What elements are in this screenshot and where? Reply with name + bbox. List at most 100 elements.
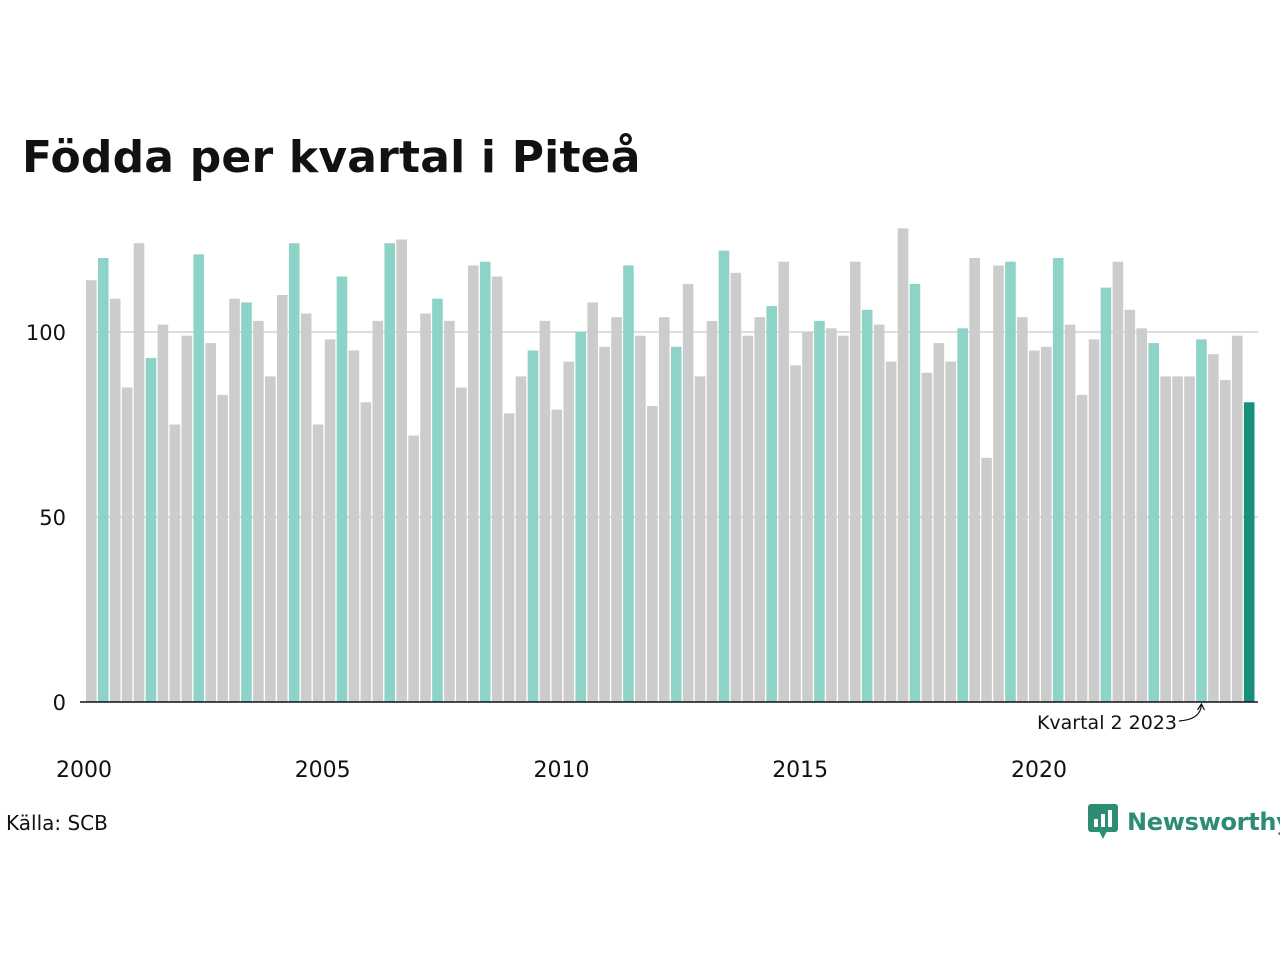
bar-2005-q2 — [336, 276, 348, 702]
bar-2007-q3 — [444, 320, 455, 702]
y-tick-label-0: 0 — [53, 691, 66, 715]
bar-2010-q2 — [575, 332, 587, 702]
bar-2008-q1 — [467, 265, 479, 702]
bar-2017-q4 — [933, 343, 945, 702]
bar-2008-q4 — [503, 413, 515, 702]
bar-2012-q3 — [682, 283, 694, 702]
bar-2015-q2 — [814, 320, 825, 702]
bar-2000-q2 — [97, 258, 109, 702]
bar-2011-q1 — [611, 317, 622, 702]
bar-2005-q1 — [324, 339, 336, 702]
bar-2013-q2 — [718, 250, 730, 702]
bar-2019-q3 — [1017, 317, 1028, 702]
bar-2008-q2 — [479, 261, 491, 702]
bar-2011-q4 — [647, 406, 658, 702]
bar-2006-q1 — [372, 320, 384, 702]
bar-2011-q3 — [635, 335, 646, 702]
bar-2003-q4 — [265, 376, 276, 702]
bar-2020-q3 — [1064, 324, 1076, 702]
bar-2012-q1 — [658, 317, 670, 702]
bar-2005-q4 — [360, 402, 372, 702]
bar-2021-q3 — [1112, 261, 1124, 702]
bar-2007-q4 — [456, 387, 467, 702]
bars — [86, 228, 1255, 703]
bar-2017-q1 — [897, 228, 909, 702]
bar-2007-q2 — [432, 298, 443, 702]
bar-2019-q4 — [1029, 350, 1040, 702]
bar-2001-q1 — [133, 243, 145, 702]
bar-2003-q3 — [253, 320, 264, 702]
bar-2013-q3 — [730, 272, 742, 702]
bar-2009-q3 — [539, 320, 551, 702]
bar-2014-q3 — [778, 261, 789, 702]
x-tick-label-2020: 2020 — [1011, 758, 1067, 783]
bar-2010-q4 — [599, 346, 610, 702]
bar-2000-q4 — [121, 387, 133, 702]
bar-2014-q1 — [754, 317, 766, 702]
bar-2022-q1 — [1136, 328, 1148, 702]
bar-2013-q4 — [742, 335, 754, 702]
bar-2012-q2 — [670, 346, 682, 702]
bar-2020-q4 — [1076, 394, 1088, 702]
x-tick-label-2005: 2005 — [295, 758, 351, 783]
bar-2014-q4 — [790, 365, 801, 702]
bar-2005-q3 — [348, 350, 360, 702]
source-note: Källa: SCB — [6, 811, 108, 835]
bar-2002-q3 — [205, 343, 216, 702]
bar-2018-q1 — [945, 361, 957, 702]
annotation-label: Kvartal 2 2023 — [1037, 712, 1177, 734]
x-tick-label-2000: 2000 — [56, 758, 112, 783]
bar-2017-q3 — [921, 372, 933, 702]
y-tick-label-50: 50 — [39, 506, 66, 530]
bar-2016-q1 — [849, 261, 861, 702]
bar-2006-q3 — [396, 239, 407, 702]
bar-2001-q2 — [145, 357, 157, 702]
bar-2022-q3 — [1160, 376, 1171, 702]
bar-2015-q3 — [826, 328, 837, 702]
annotation: Kvartal 2 2023 — [1037, 702, 1205, 734]
bar-2009-q4 — [551, 409, 563, 702]
bar-2019-q2 — [1005, 261, 1016, 702]
bar-2024-q1 — [1231, 335, 1243, 702]
bar-2009-q1 — [515, 376, 527, 702]
bar-chart: 0 50 100 2000 2005 2010 2015 2020 Kvartal 2 20… — [26, 228, 1258, 783]
y-axis: 0 50 100 — [26, 321, 66, 715]
bar-2020-q2 — [1052, 258, 1064, 702]
bar-2002-q2 — [193, 254, 205, 703]
bar-2015-q1 — [802, 332, 813, 702]
y-tick-label-100: 100 — [26, 321, 66, 345]
bar-2001-q4 — [169, 424, 181, 702]
bar-2020-q1 — [1040, 346, 1052, 702]
bar-2016-q2 — [861, 309, 873, 702]
bar-2023-q1 — [1184, 376, 1195, 702]
bar-2023-q4 — [1220, 380, 1231, 702]
chart-title: Födda per kvartal i Piteå — [22, 132, 641, 183]
bar-2019-q1 — [993, 265, 1004, 702]
bar-2011-q2 — [623, 265, 634, 702]
bar-2006-q2 — [384, 243, 396, 702]
bar-2004-q3 — [300, 313, 312, 702]
bar-2004-q1 — [276, 295, 288, 702]
bar-2023-q2 — [1196, 339, 1207, 702]
bar-2016-q3 — [873, 324, 885, 702]
bar-2022-q4 — [1172, 376, 1183, 702]
bar-2015-q4 — [838, 335, 849, 702]
bar-2022-q2 — [1148, 343, 1159, 702]
bar-2024-q2 — [1243, 402, 1255, 702]
annotation-arrow — [1178, 704, 1203, 722]
bar-2002-q1 — [181, 335, 193, 702]
bar-2010-q3 — [587, 302, 598, 702]
bar-2016-q4 — [885, 361, 897, 702]
bar-2021-q1 — [1088, 339, 1100, 702]
bar-2001-q3 — [157, 324, 169, 702]
bar-2021-q2 — [1100, 287, 1112, 702]
bar-2004-q2 — [288, 243, 300, 702]
annotation-arrowhead — [1196, 702, 1205, 711]
bar-2008-q3 — [491, 276, 503, 702]
x-axis: 2000 2005 2010 2015 2020 — [56, 701, 1258, 783]
bar-2010-q1 — [563, 361, 575, 702]
bar-2009-q2 — [527, 350, 539, 702]
newsworthy-logo: Newsworthy — [1088, 804, 1280, 840]
x-tick-label-2010: 2010 — [534, 758, 590, 783]
bar-2003-q1 — [229, 298, 240, 702]
